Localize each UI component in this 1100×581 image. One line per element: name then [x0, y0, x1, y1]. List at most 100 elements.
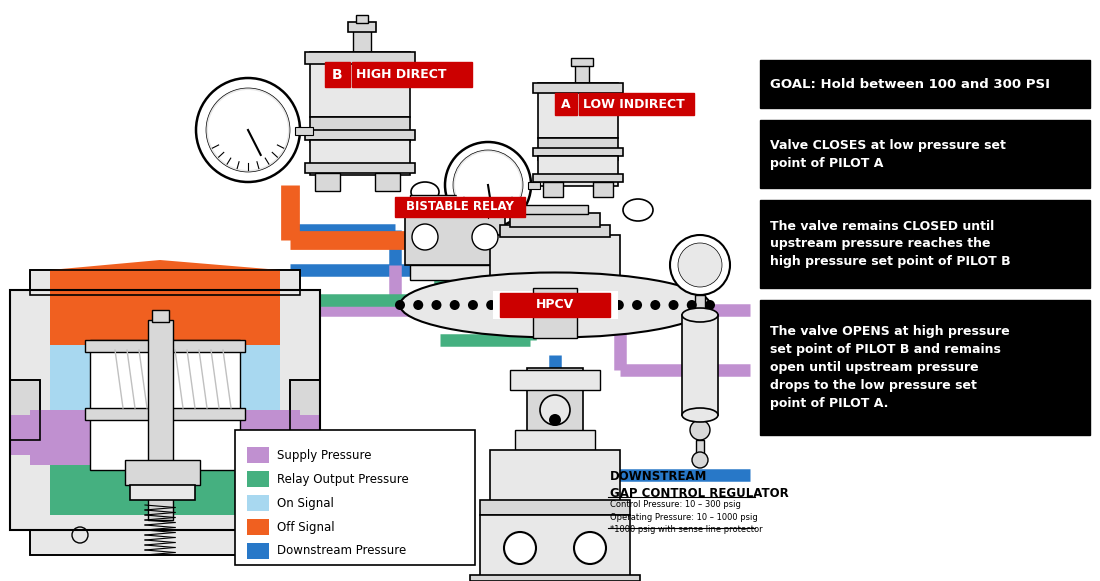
Bar — [528, 182, 540, 189]
Bar — [534, 174, 623, 182]
Bar — [490, 235, 620, 290]
Bar — [152, 310, 169, 322]
Bar — [180, 465, 280, 515]
Bar — [290, 380, 320, 440]
Bar — [148, 320, 173, 520]
Circle shape — [670, 235, 730, 295]
Bar — [248, 471, 270, 487]
Bar — [30, 530, 300, 555]
Text: The valve remains CLOSED until
upstream pressure reaches the
high pressure set p: The valve remains CLOSED until upstream … — [770, 220, 1011, 268]
Bar — [760, 300, 1090, 435]
Circle shape — [450, 300, 460, 310]
Bar — [310, 117, 410, 142]
Text: A: A — [561, 98, 571, 110]
Bar — [50, 280, 280, 345]
Circle shape — [650, 300, 660, 310]
Circle shape — [242, 527, 258, 543]
Bar — [395, 197, 525, 217]
Text: Valve CLOSES at low pressure set
point of PILOT A: Valve CLOSES at low pressure set point o… — [770, 138, 1005, 170]
Circle shape — [574, 532, 606, 564]
Bar — [556, 93, 578, 115]
Bar — [85, 340, 245, 352]
Circle shape — [692, 452, 708, 468]
Text: HPCV: HPCV — [536, 299, 574, 311]
Bar — [760, 200, 1090, 288]
Bar — [352, 62, 472, 87]
Circle shape — [472, 224, 498, 250]
Bar — [538, 83, 618, 138]
Circle shape — [431, 300, 441, 310]
Circle shape — [453, 150, 522, 220]
Text: HIGH DIRECT: HIGH DIRECT — [356, 69, 447, 81]
Bar — [248, 543, 270, 559]
Bar — [356, 15, 369, 23]
Bar — [405, 210, 505, 265]
Bar — [50, 465, 180, 515]
Bar — [324, 62, 350, 87]
Bar — [538, 138, 618, 160]
Ellipse shape — [682, 308, 718, 322]
Bar — [490, 450, 620, 505]
Bar — [248, 495, 270, 511]
Circle shape — [446, 142, 531, 228]
Bar — [50, 345, 280, 410]
Bar — [290, 415, 320, 455]
Text: DOWNSTREAM
GAP CONTROL REGULATOR: DOWNSTREAM GAP CONTROL REGULATOR — [610, 470, 789, 500]
Bar — [30, 410, 300, 465]
Ellipse shape — [623, 199, 653, 221]
Circle shape — [669, 300, 679, 310]
Text: BISTABLE RELAY: BISTABLE RELAY — [406, 200, 514, 213]
Ellipse shape — [411, 182, 439, 202]
Circle shape — [559, 300, 569, 310]
Bar — [410, 195, 500, 212]
Circle shape — [595, 300, 606, 310]
Bar — [410, 265, 500, 280]
Bar — [571, 58, 593, 66]
Bar — [10, 290, 320, 530]
Circle shape — [549, 414, 561, 426]
Bar — [760, 60, 1090, 108]
Circle shape — [208, 90, 288, 170]
Text: Off Signal: Off Signal — [277, 521, 334, 533]
Bar — [310, 140, 410, 175]
Circle shape — [686, 300, 696, 310]
Bar — [30, 270, 300, 295]
Circle shape — [578, 300, 587, 310]
Bar — [500, 293, 610, 317]
Bar — [30, 270, 300, 295]
Circle shape — [522, 300, 532, 310]
Circle shape — [705, 300, 715, 310]
Bar — [290, 380, 320, 440]
Bar — [593, 182, 613, 197]
Ellipse shape — [400, 272, 710, 338]
Bar — [295, 127, 313, 135]
Text: Supply Pressure: Supply Pressure — [277, 449, 372, 461]
Text: B: B — [332, 68, 342, 82]
Circle shape — [632, 300, 642, 310]
Bar — [522, 205, 588, 214]
Bar — [682, 315, 718, 415]
Bar — [579, 93, 694, 115]
Bar — [10, 380, 40, 440]
Bar — [480, 515, 630, 580]
Bar — [534, 288, 578, 338]
Bar — [348, 22, 376, 32]
Circle shape — [206, 88, 290, 172]
Text: GOAL: Hold between 100 and 300 PSI: GOAL: Hold between 100 and 300 PSI — [770, 77, 1050, 91]
Bar — [538, 156, 618, 186]
Bar — [510, 213, 600, 227]
Circle shape — [540, 395, 570, 425]
Bar — [760, 120, 1090, 188]
Bar — [10, 290, 320, 530]
Bar — [10, 380, 40, 440]
Bar — [30, 530, 300, 555]
Circle shape — [504, 532, 536, 564]
Circle shape — [486, 300, 496, 310]
Bar — [515, 430, 595, 450]
Circle shape — [614, 300, 624, 310]
Ellipse shape — [682, 408, 718, 422]
Bar — [575, 65, 589, 83]
Text: LOW INDIRECT: LOW INDIRECT — [583, 98, 684, 110]
Bar — [10, 415, 40, 455]
Bar — [470, 575, 640, 581]
